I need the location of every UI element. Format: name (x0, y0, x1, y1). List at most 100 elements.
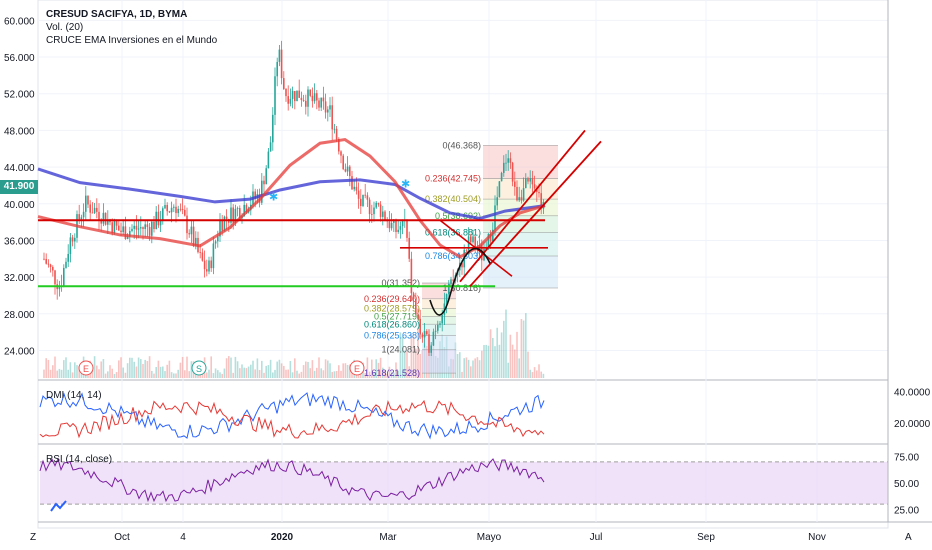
rsi-label[interactable]: RSI (14, close) (46, 454, 113, 465)
z-label[interactable]: Z (30, 532, 37, 543)
volume-bar (415, 348, 417, 378)
x-tick-label: 2020 (271, 532, 294, 543)
volume-bar (157, 360, 160, 378)
volume-bar (509, 334, 512, 378)
candle-body (430, 345, 432, 353)
volume-label[interactable]: Vol. (20) (46, 22, 84, 33)
volume-bar (393, 372, 395, 378)
volume-bar (373, 372, 375, 378)
volume-bar (538, 364, 540, 378)
fib-zone (483, 232, 558, 257)
candle-body (65, 261, 67, 268)
volume-bar (327, 360, 329, 378)
candle-body (47, 263, 50, 265)
indicator-label[interactable]: CRUCE EMA Inversiones en el Mundo (46, 35, 218, 46)
y-tick-label: 48.000 (4, 126, 35, 137)
y-tick-label: 40.000 (4, 200, 35, 211)
symbol-title[interactable]: CRESUD SACIFYA, 1D, BYMA (46, 9, 188, 20)
dmi-y-tick-label: 40.0000 (894, 387, 931, 398)
volume-bar (276, 361, 278, 378)
volume-bar (144, 359, 146, 378)
fib-level-label: 1.618(21.528) (364, 368, 420, 378)
candle-body (327, 109, 329, 113)
candle-body (294, 91, 296, 102)
volume-bar (364, 372, 366, 378)
candle-body (393, 219, 395, 223)
candle-body (104, 212, 107, 225)
volume-bar (410, 334, 413, 378)
volume-bar (331, 371, 333, 378)
candle-body (190, 226, 193, 235)
candle-body (100, 219, 102, 224)
volume-bars (43, 309, 545, 378)
candle-body (243, 204, 245, 216)
volume-bar (531, 372, 534, 378)
candle-body (217, 236, 219, 242)
volume-bar (45, 358, 47, 378)
volume-bar (162, 366, 164, 378)
candle-body (113, 220, 116, 233)
volume-bar (375, 359, 377, 378)
volume-bar (78, 366, 80, 378)
volume-bar (518, 358, 520, 378)
candle-body (397, 229, 399, 232)
volume-bar (274, 369, 276, 378)
volume-bar (173, 373, 175, 378)
volume-bar (335, 371, 338, 378)
volume-bar (122, 367, 124, 378)
fib-level-label: 0.236(42.745) (425, 174, 481, 184)
rsi-pane (39, 457, 888, 505)
candle-body (379, 204, 382, 217)
volume-bar (104, 373, 107, 378)
volume-bar (329, 363, 331, 378)
volume-bar (507, 362, 509, 378)
volume-bar (151, 370, 153, 378)
volume-bar (71, 372, 74, 378)
dmi-label[interactable]: DMI (14, 14) (46, 390, 102, 401)
volume-bar (485, 344, 487, 378)
candle-body (148, 227, 151, 236)
candle-body (179, 208, 182, 210)
volume-bar (505, 309, 507, 378)
fib-zone (483, 178, 558, 200)
candle-body (69, 237, 72, 254)
chart-legend: CRESUD SACIFYA, 1D, BYMA Vol. (20) CRUCE… (46, 8, 217, 47)
fib-zones: 0(31.352) 0.236(29.640)0.382(28.579)0.5(2… (364, 140, 558, 378)
candle-body (353, 186, 355, 190)
candle-body (133, 225, 135, 229)
volume-bar (511, 344, 514, 378)
volume-bar (212, 373, 215, 378)
volume-bar (52, 365, 54, 378)
candle-body (448, 283, 450, 295)
volume-bar (230, 357, 232, 378)
fib-level-label: 0.618(36.881) (425, 227, 481, 237)
candle-body (307, 89, 309, 107)
volume-bar (155, 366, 157, 378)
candle-body (388, 221, 391, 229)
volume-bar (109, 365, 111, 378)
volume-bar (379, 357, 382, 378)
volume-bar (489, 329, 492, 378)
volume-bar (74, 362, 76, 378)
candle-body (177, 208, 179, 214)
x-tick-label: Oct (114, 532, 130, 543)
candle-body (529, 178, 531, 182)
candle-body (181, 208, 184, 210)
volume-bar (118, 360, 120, 378)
candle-body (300, 97, 303, 101)
volume-bar (342, 363, 344, 378)
candle-body (540, 193, 542, 209)
candle-body (267, 151, 270, 169)
auto-scale-button[interactable]: A (905, 532, 912, 543)
candle-body (164, 204, 166, 209)
candle-body (395, 219, 397, 232)
candle-body (465, 249, 468, 251)
candle-body (153, 221, 155, 230)
volume-bar (47, 359, 50, 378)
volume-bar (492, 338, 494, 378)
candle-body (276, 61, 278, 77)
y-tick-label: 36.000 (4, 236, 35, 247)
candle-body (432, 331, 435, 346)
candle-body (516, 186, 518, 201)
